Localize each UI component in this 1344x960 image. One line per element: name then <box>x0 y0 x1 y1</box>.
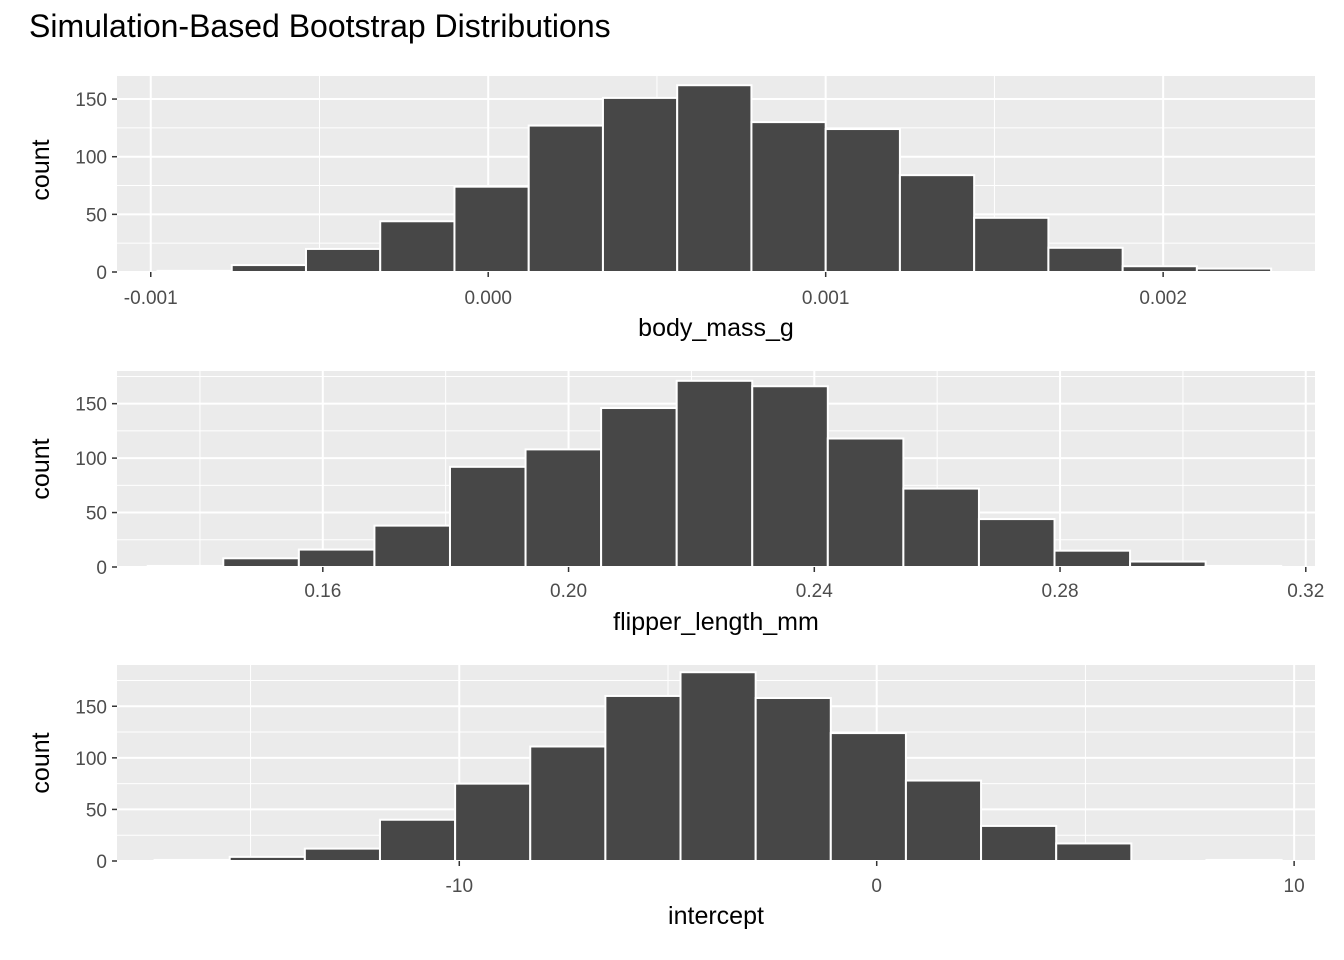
histogram-bar <box>1129 560 1207 568</box>
histogram-bar <box>146 564 225 569</box>
y-tick-label: 150 <box>75 395 107 416</box>
histogram-bar <box>675 379 754 568</box>
x-tick-label: 0.000 <box>464 288 512 309</box>
histogram-bar <box>751 385 829 568</box>
histogram-bar <box>1195 267 1273 273</box>
x-tick-label: 10 <box>1284 876 1305 897</box>
x-tick-label: 0.32 <box>1287 581 1324 602</box>
histogram-bar <box>524 448 603 568</box>
x-tick-label: 0.20 <box>550 581 587 602</box>
y-tick-label: 0 <box>96 852 107 873</box>
x-tick-label: 0.001 <box>802 288 850 309</box>
histogram-bar <box>980 824 1058 863</box>
histogram-bar <box>448 465 527 569</box>
histogram-bar <box>1204 564 1283 569</box>
histogram-bar <box>1055 842 1133 862</box>
histogram-bar <box>600 407 678 568</box>
histogram-bar <box>902 487 980 569</box>
y-tick-label: 100 <box>75 749 107 770</box>
x-tick-label: 0.28 <box>1042 581 1079 602</box>
y-tick-label: 100 <box>75 449 107 470</box>
histogram-bar <box>454 782 532 863</box>
histogram-bar <box>153 858 231 863</box>
x-tick-label: -10 <box>446 876 473 897</box>
histogram-bar <box>1205 858 1283 863</box>
histogram-bar <box>297 548 376 568</box>
histogram-bar <box>898 174 976 273</box>
histogram-bar <box>679 671 757 863</box>
x-tick-label: -0.001 <box>124 288 178 309</box>
histogram-bar <box>829 732 907 863</box>
histogram-intercept: 0 50 100 150 -10 0 10 intercept count <box>27 665 1315 930</box>
y-tick-label: 0 <box>96 558 107 579</box>
histogram-bar <box>527 124 604 273</box>
histogram-bar <box>228 855 306 862</box>
histogram-bar <box>373 524 451 568</box>
histogram-bar <box>754 697 832 862</box>
x-axis-title: flipper_length_mm <box>613 608 819 636</box>
y-tick-label: 100 <box>75 148 107 169</box>
histogram-flipper-length: 0 50 100 150 0.16 0.20 0.24 0.28 0.32 flipper_len… <box>27 371 1324 636</box>
histogram-bar <box>156 269 233 273</box>
histogram-bar <box>977 518 1056 568</box>
histogram-bar <box>222 557 300 568</box>
y-tick-label: 50 <box>86 800 107 821</box>
histogram-bar <box>676 84 753 273</box>
y-axis-title: count <box>27 139 55 200</box>
histogram-bar <box>303 847 381 862</box>
histogram-bar <box>378 818 457 862</box>
histogram-body-mass: 0 50 100 150 -0.001 0.000 0.001 0.002 body_mass_… <box>27 76 1315 342</box>
histogram-bar <box>1053 549 1132 569</box>
histogram-bar <box>750 121 827 273</box>
histogram-bar <box>826 437 905 568</box>
histogram-bar <box>453 185 530 274</box>
x-axis-title: body_mass_g <box>638 314 794 342</box>
histogram-bar <box>379 220 456 273</box>
y-tick-label: 50 <box>86 205 107 226</box>
y-axis-title: count <box>27 732 55 793</box>
x-tick-label: 0.002 <box>1139 288 1187 309</box>
histogram-bar <box>601 96 679 273</box>
y-tick-label: 50 <box>86 504 107 525</box>
y-tick-label: 150 <box>75 697 107 718</box>
x-tick-label: 0 <box>871 876 882 897</box>
histogram-bar <box>529 745 607 863</box>
y-tick-label: 0 <box>96 263 107 284</box>
histogram-bar <box>973 216 1050 274</box>
histogram-bar <box>230 264 307 274</box>
histogram-bar <box>1047 246 1124 274</box>
x-axis-title: intercept <box>668 902 764 930</box>
histogram-bar <box>824 128 901 273</box>
histogram-bar <box>304 247 382 273</box>
y-tick-label: 150 <box>75 90 107 111</box>
x-tick-label: 0.16 <box>304 581 341 602</box>
histogram-bar <box>1121 265 1198 273</box>
x-tick-label: 0.24 <box>796 581 833 602</box>
histogram-bar <box>604 694 682 863</box>
y-axis-title: count <box>27 438 55 499</box>
histogram-bar <box>904 779 983 863</box>
page-title: Simulation-Based Bootstrap Distributions <box>29 8 611 44</box>
